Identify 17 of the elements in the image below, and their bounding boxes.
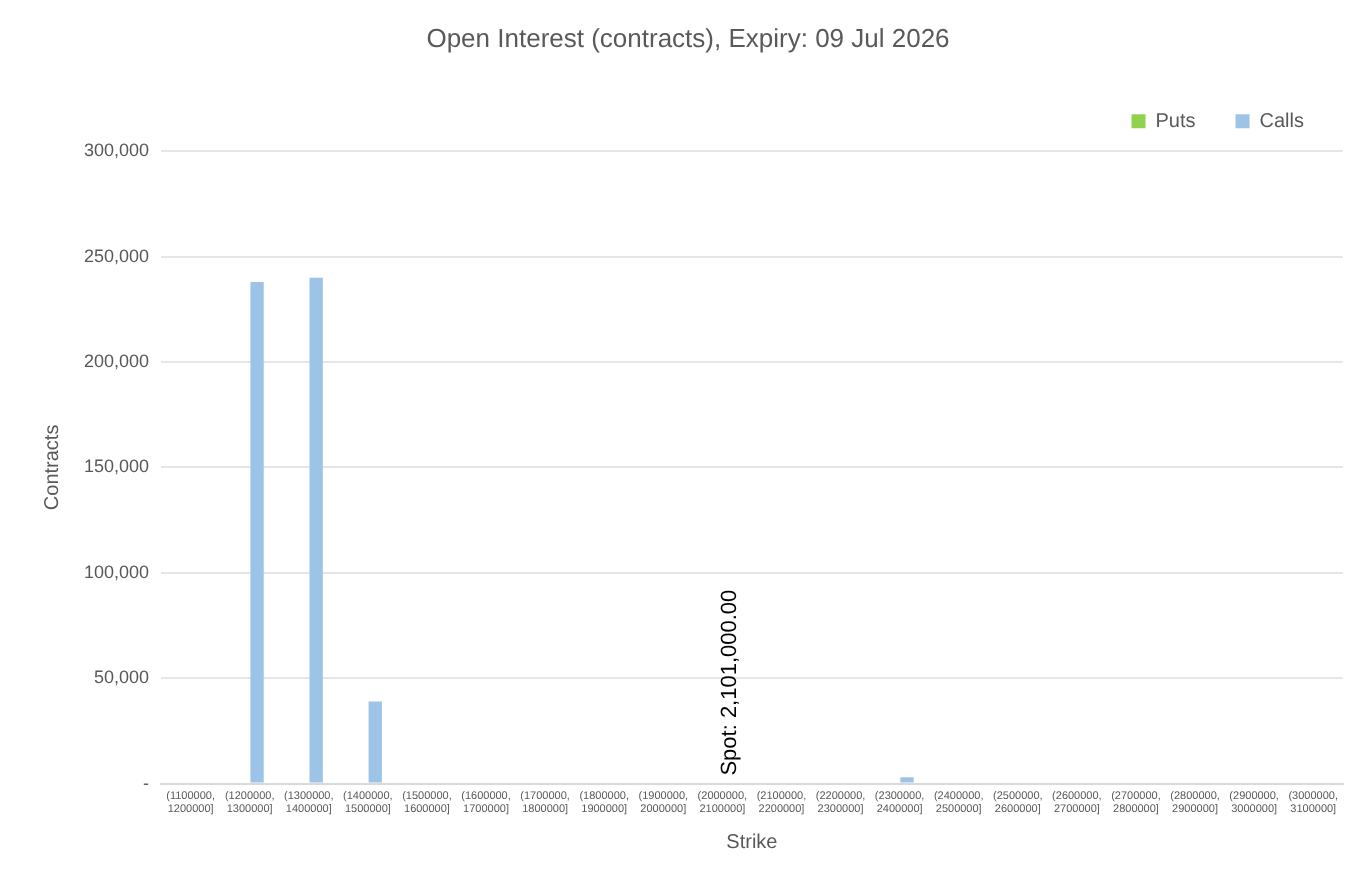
bar bbox=[368, 701, 382, 783]
legend-label: Calls bbox=[1259, 110, 1305, 133]
legend-label: Puts bbox=[1155, 110, 1196, 133]
annotation: Spot: 2,101,000.00 bbox=[718, 589, 743, 776]
y-tick-label: 300,000 bbox=[83, 140, 150, 161]
chart-title: Open Interest (contracts), Expiry: 09 Jul 2026 bbox=[426, 22, 950, 53]
y-axis-title: Contracts bbox=[41, 424, 64, 511]
bar bbox=[900, 777, 914, 783]
x-axis-title: Strike bbox=[726, 831, 779, 854]
y-tick-label: 150,000 bbox=[83, 456, 150, 477]
y-tick-label: 250,000 bbox=[83, 245, 150, 266]
y-tick-label: - bbox=[143, 772, 150, 793]
y-tick-label: 200,000 bbox=[83, 350, 150, 371]
y-tick-label: 50,000 bbox=[94, 667, 150, 688]
y-tick-label: 100,000 bbox=[83, 561, 150, 582]
bar bbox=[309, 277, 323, 783]
bar bbox=[250, 281, 264, 783]
